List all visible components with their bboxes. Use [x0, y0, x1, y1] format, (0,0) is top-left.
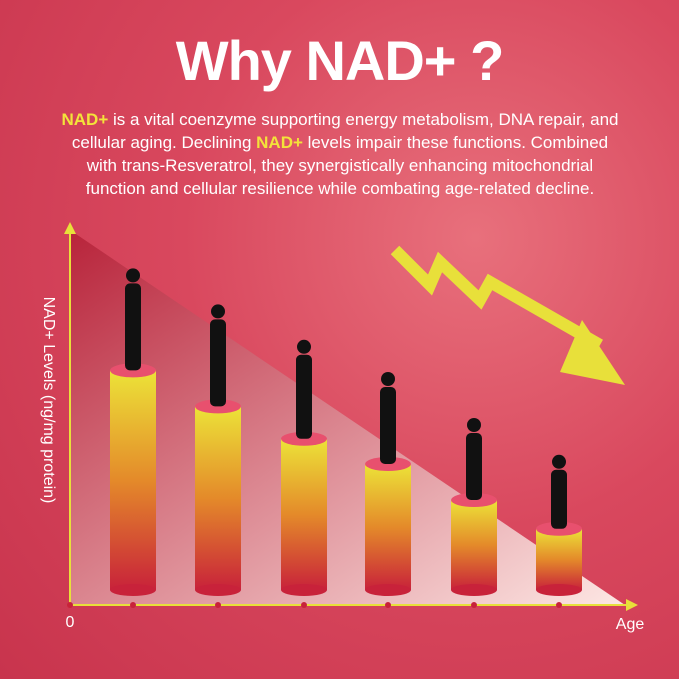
silhouette: [126, 268, 140, 283]
silhouette: [552, 454, 566, 469]
bar: [451, 500, 497, 590]
silhouette: [296, 354, 312, 439]
silhouette: [381, 372, 395, 386]
bar: [110, 370, 156, 590]
x-axis-dot: [385, 602, 391, 608]
bar-bottom: [451, 584, 497, 596]
y-axis-arrow: [64, 222, 76, 234]
tick-mark: [67, 602, 73, 608]
bar-bottom: [536, 584, 582, 596]
y-axis-label: NAD+ Levels (ng/mg protein): [40, 297, 57, 504]
highlight: NAD+: [256, 133, 303, 152]
x-axis-dot: [556, 602, 562, 608]
silhouette: [297, 339, 311, 354]
bar-bottom: [195, 584, 241, 596]
x-axis-arrow: [626, 599, 638, 611]
bar-bottom: [281, 584, 327, 596]
text: levels impair these functions. Combined …: [85, 133, 609, 198]
silhouette: [380, 387, 396, 464]
x-axis-dot: [301, 602, 307, 608]
bar: [281, 438, 327, 590]
silhouette: [210, 319, 226, 407]
bar-bottom: [110, 584, 156, 596]
x-axis-label: Age: [616, 616, 645, 633]
decline-arrow: [390, 245, 603, 351]
silhouette: [467, 418, 481, 432]
decline-arrowhead: [560, 320, 625, 385]
silhouette: [211, 304, 225, 319]
silhouette: [125, 283, 141, 371]
bar-bottom: [365, 584, 411, 596]
x-axis-dot: [471, 602, 477, 608]
bar: [536, 528, 582, 590]
silhouette: [551, 469, 567, 529]
bar: [195, 406, 241, 590]
bar: [365, 464, 411, 590]
text: is a vital coenzyme supporting energy me…: [71, 110, 619, 152]
title: Why NAD+ ?: [175, 29, 505, 92]
silhouette: [466, 433, 482, 500]
description: NAD+ is a vital coenzyme supporting ener…: [60, 108, 620, 200]
y-tick-label: 0: [66, 614, 75, 631]
x-axis-dot: [215, 602, 221, 608]
x-axis-dot: [130, 602, 136, 608]
highlight: NAD+: [61, 110, 109, 129]
